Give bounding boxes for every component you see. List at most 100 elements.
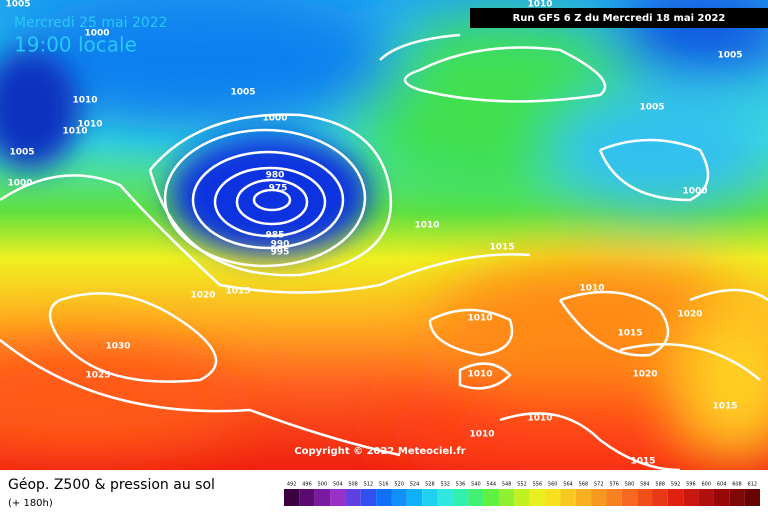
isobar-label: 1010 (579, 284, 604, 294)
isobar-label: 1010 (77, 120, 102, 130)
date: Mercredi 25 mai 2022 (14, 15, 168, 31)
isobar-label: 1010 (414, 221, 439, 231)
scale-label: 568 (579, 482, 589, 488)
scale-label: 500 (318, 482, 328, 488)
scale-swatch (545, 489, 561, 506)
color-scale: 492 496 500 504 508 512 516 520 524 528 532 536 540 5… (284, 482, 760, 506)
scale-label: 608 (732, 482, 742, 488)
isobar-label: 1005 (5, 0, 30, 10)
scale-swatch (667, 489, 684, 506)
scale-swatch (591, 489, 607, 506)
isobar-label: 1015 (489, 243, 514, 253)
scale-swatch (330, 489, 346, 506)
isobar-label: 1010 (62, 127, 87, 137)
run-bar (470, 8, 768, 28)
scale-swatch (560, 489, 576, 506)
isobar-label: 1005 (9, 148, 34, 158)
scale-label: 520 (394, 482, 404, 488)
scale-swatch (575, 489, 592, 506)
isobar-label: 1005 (230, 88, 255, 98)
scale-swatch (284, 489, 300, 506)
footer-lead: (+ 180h) (8, 498, 53, 509)
isobar-label: 990 (271, 240, 290, 250)
isobar-label: 1015 (225, 287, 250, 297)
isobar-label: 1015 (617, 329, 642, 339)
scale-swatch (529, 489, 546, 506)
scale-label: 536 (456, 482, 466, 488)
scale-label: 596 (686, 482, 696, 488)
isobar-label: 975 (269, 184, 288, 194)
run-info: Run GFS 6 Z du Mercredi 18 mai 2022 (513, 13, 726, 24)
isobar-label: 1015 (712, 402, 737, 412)
scale-swatch (376, 489, 392, 506)
scale-label: 592 (671, 482, 681, 488)
scale-swatch (299, 489, 315, 506)
scale-swatch (683, 489, 699, 506)
scale-swatch (498, 489, 515, 506)
isobar-label: 1010 (467, 314, 492, 324)
isobar-label: 1030 (105, 342, 130, 352)
isobar-label: 1000 (682, 187, 707, 197)
isobar-label: 1025 (85, 371, 110, 381)
isobar-label: 995 (271, 248, 290, 258)
scale-label: 572 (594, 482, 604, 488)
scale-swatch (698, 489, 714, 506)
isobar-label: 980 (266, 171, 285, 181)
scale-label: 552 (517, 482, 527, 488)
scale-swatch (452, 489, 469, 506)
scale-label: 576 (609, 482, 619, 488)
scale-label: 512 (364, 482, 374, 488)
scale-swatch (729, 489, 745, 506)
isobar-label: 1010 (72, 96, 97, 106)
time: 19:00 locale (14, 33, 137, 57)
scale-label: 584 (640, 482, 650, 488)
footer-title: Géop. Z500 & pression au sol (8, 477, 215, 493)
scale-label: 588 (655, 482, 665, 488)
scale-swatch (637, 489, 653, 506)
scale-label: 556 (533, 482, 543, 488)
scale-label: 540 (471, 482, 481, 488)
scale-label: 580 (625, 482, 635, 488)
scale-swatch (483, 489, 499, 506)
scale-label: 516 (379, 482, 389, 488)
scale-swatch (437, 489, 453, 506)
scale-swatch (514, 489, 530, 506)
scale-label: 532 (440, 482, 450, 488)
isobar-label: 1005 (717, 51, 742, 61)
scale-swatch (422, 489, 438, 506)
isobar-label: 1020 (677, 310, 702, 320)
field (0, 0, 768, 470)
isobar-label: 1010 (527, 0, 552, 10)
isobar-labels: 1005100010101005101010101010100510001005… (5, 0, 742, 467)
scale-swatch (652, 489, 668, 506)
isobar-label: 1000 (7, 179, 32, 189)
isobar-label: 985 (266, 231, 285, 241)
scale-swatch (621, 489, 638, 506)
isobar-label: 1010 (467, 370, 492, 380)
isobars (0, 33, 768, 472)
scale-swatch (606, 489, 622, 506)
copyright: Copyright © 2022 Meteociel.fr (294, 446, 465, 457)
scale-label: 604 (717, 482, 727, 488)
scale-swatch (713, 489, 730, 506)
scale-swatch (314, 489, 331, 506)
scale-swatch (744, 489, 760, 506)
scale-label: 508 (348, 482, 358, 488)
isobar-label: 1010 (469, 430, 494, 440)
isobar-label: 1000 (262, 114, 287, 124)
scale-label: 528 (425, 482, 435, 488)
scale-swatch (406, 489, 423, 506)
scale-label: 548 (502, 482, 512, 488)
scale-swatch (391, 489, 407, 506)
scale-swatch (360, 489, 377, 506)
scale-swatch (345, 489, 361, 506)
scale-swatch (468, 489, 484, 506)
scale-label: 564 (563, 482, 573, 488)
scale-label: 612 (748, 482, 758, 488)
isobar-label: 1015 (630, 457, 655, 467)
isobar-label: 1000 (84, 29, 109, 39)
isobar-label: 1020 (632, 370, 657, 380)
isobar-label: 1020 (190, 291, 215, 301)
scale-label: 560 (548, 482, 558, 488)
